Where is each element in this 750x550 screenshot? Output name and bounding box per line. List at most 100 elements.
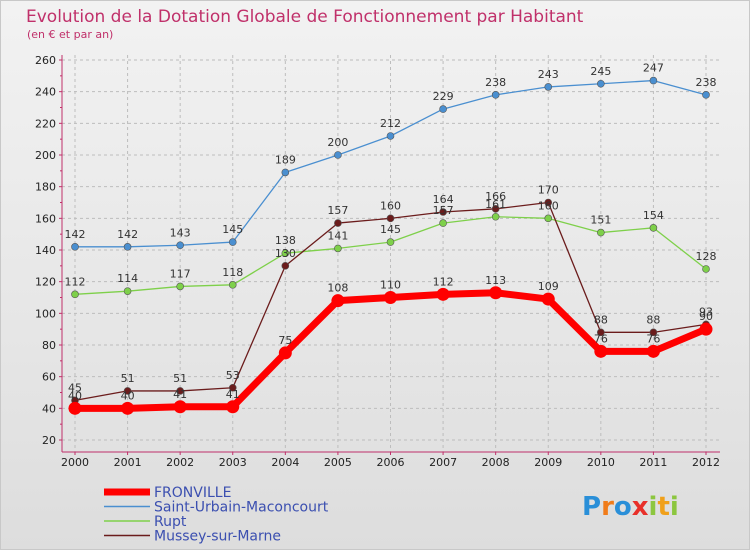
y-tick-label: 220	[35, 117, 56, 130]
data-label: 145	[222, 223, 243, 236]
data-point-rupt	[228, 281, 237, 289]
logo-letter: x	[632, 492, 649, 522]
data-label: 130	[275, 247, 296, 260]
y-tick-label: 100	[35, 307, 56, 320]
data-point-mussey-sur-marne	[123, 387, 132, 395]
data-label: 88	[646, 313, 660, 326]
data-point-rupt	[491, 212, 500, 221]
data-point-mussey-sur-marne	[439, 208, 447, 216]
data-label: 170	[538, 184, 559, 197]
logo-letter: o	[614, 492, 632, 522]
y-tick-label: 60	[42, 371, 56, 384]
data-label: 88	[594, 313, 608, 326]
legend-label: Mussey-sur-Marne	[154, 529, 281, 545]
data-label: 110	[380, 279, 401, 292]
data-label: 113	[485, 274, 506, 287]
data-point-fronville	[541, 292, 555, 306]
x-tick-label: 2007	[429, 456, 457, 469]
x-tick-label: 2006	[377, 456, 405, 469]
data-label: 75	[278, 334, 292, 347]
logo-letter: i	[670, 492, 679, 522]
data-point-mussey-sur-marne	[597, 328, 605, 337]
data-point-mussey-sur-marne	[386, 214, 395, 223]
data-point-rupt	[649, 224, 658, 232]
data-label: 160	[380, 199, 401, 212]
data-label: 160	[538, 199, 559, 212]
data-point-rupt	[123, 287, 132, 295]
x-tick-label: 2011	[639, 456, 667, 469]
data-point-mussey-sur-marne	[544, 198, 553, 207]
y-tick-label: 140	[35, 244, 56, 257]
legend-label: Rupt	[154, 514, 187, 530]
data-point-saint-urbain-maconcourt	[386, 132, 395, 140]
data-label: 109	[538, 280, 559, 293]
logo-letter: t	[657, 492, 669, 522]
x-tick-label: 2012	[692, 456, 720, 469]
data-label: 166	[485, 190, 506, 203]
data-point-saint-urbain-maconcourt	[71, 243, 79, 251]
legend: FRONVILLESaint-Urbain-MaconcourtRuptMuss…	[104, 485, 329, 545]
x-tick-label: 2005	[324, 456, 352, 469]
data-label: 108	[327, 282, 348, 295]
y-tick-label: 180	[35, 181, 56, 194]
data-label: 138	[275, 234, 296, 247]
data-point-fronville	[226, 400, 240, 414]
x-tick-label: 2000	[61, 456, 89, 469]
chart-title: Evolution de la Dotation Globale de Fonc…	[26, 7, 584, 27]
data-label: 40	[121, 389, 135, 402]
data-point-fronville	[594, 344, 608, 358]
data-point-mussey-sur-marne	[176, 387, 184, 395]
data-point-saint-urbain-maconcourt	[281, 168, 290, 177]
y-tick-label: 160	[35, 212, 56, 225]
data-point-fronville	[489, 286, 503, 300]
data-point-rupt	[702, 265, 710, 273]
data-point-saint-urbain-maconcourt	[649, 76, 658, 85]
data-point-fronville	[331, 294, 345, 308]
data-point-rupt	[334, 244, 342, 253]
legend-label: FRONVILLE	[154, 485, 231, 501]
grid-layer	[62, 55, 720, 452]
data-point-saint-urbain-maconcourt	[439, 105, 447, 113]
data-point-saint-urbain-maconcourt	[544, 83, 553, 91]
data-label: 245	[590, 65, 611, 78]
data-label: 238	[485, 76, 506, 89]
data-label: 247	[643, 62, 664, 75]
data-label: 157	[433, 204, 454, 217]
data-label: 212	[380, 117, 401, 130]
x-tick-label: 2010	[587, 456, 615, 469]
data-point-fronville	[278, 346, 292, 360]
data-label: 164	[433, 193, 454, 206]
x-tick-label: 2002	[166, 456, 194, 469]
data-label: 90	[699, 310, 713, 323]
data-point-rupt	[281, 249, 290, 257]
data-point-fronville	[173, 400, 187, 414]
y-tick-label: 20	[42, 434, 56, 447]
y-tick-label: 200	[35, 149, 56, 162]
data-label: 112	[433, 275, 454, 288]
data-label: 189	[275, 153, 296, 166]
data-label: 41	[226, 388, 240, 401]
data-point-mussey-sur-marne	[281, 262, 290, 270]
y-tick-label: 120	[35, 276, 56, 289]
data-point-mussey-sur-marne	[228, 383, 237, 392]
data-point-saint-urbain-maconcourt	[702, 91, 710, 99]
data-point-rupt	[176, 282, 184, 291]
data-point-saint-urbain-maconcourt	[228, 238, 237, 246]
y-tick-label: 80	[42, 339, 56, 352]
data-label: 117	[170, 267, 191, 280]
data-label: 40	[68, 389, 82, 402]
legend-label: Saint-Urbain-Maconcourt	[154, 500, 329, 516]
data-label: 243	[538, 68, 559, 81]
data-point-fronville	[384, 291, 397, 304]
data-label: 114	[117, 272, 138, 285]
y-tick-label: 40	[42, 402, 56, 415]
data-point-fronville	[68, 401, 82, 415]
logo-letter: r	[601, 492, 614, 522]
data-label: 200	[327, 136, 348, 149]
data-label: 142	[65, 228, 86, 241]
data-point-saint-urbain-maconcourt	[123, 243, 132, 251]
data-label: 157	[327, 204, 348, 217]
data-point-rupt	[71, 290, 79, 299]
series-layer	[68, 76, 713, 415]
